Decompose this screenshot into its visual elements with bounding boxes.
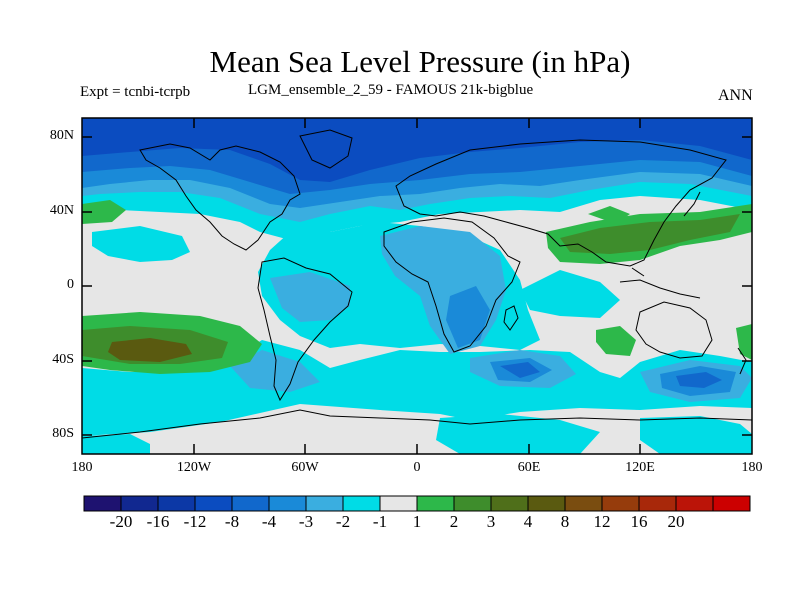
arctic-minus8-core [82, 118, 752, 182]
south-pacific-plus4-region [108, 338, 192, 362]
colorbar-box [527, 495, 566, 512]
x-tick-label: 180 [741, 460, 763, 475]
coastlines [82, 129, 752, 439]
y-tick-label: 80N [49, 128, 74, 143]
colorbar-label: -2 [335, 512, 351, 531]
pressure-field [82, 118, 752, 454]
colorbar-box [453, 495, 492, 512]
map-ticks [82, 118, 752, 454]
japan-coast [683, 191, 701, 217]
colorbar-label: 8 [560, 512, 570, 531]
colorbar-label: 20 [667, 512, 685, 531]
colorbar-box [120, 495, 159, 512]
x-tick-label: 120E [625, 460, 655, 475]
experiment-label: Expt = tcnbi-tcrpb [80, 84, 191, 100]
y-tick-label: 80S [52, 426, 74, 441]
x-tick-label: 60W [291, 460, 319, 475]
y-tick-label: 0 [67, 277, 74, 292]
colorbar-box [305, 495, 344, 512]
greenland-coast [299, 129, 353, 169]
x-tick-label: 60E [517, 460, 541, 475]
colorbar-box [268, 495, 307, 512]
colorbar-label: 1 [412, 512, 422, 531]
indian-minus1-region [520, 270, 620, 318]
north-pacific-plus1-region [82, 200, 126, 224]
season-label: ANN [718, 87, 753, 104]
x-tick-label: 180 [71, 460, 93, 475]
colorbar-box [416, 495, 455, 512]
colorbar-label: -20 [109, 512, 133, 531]
colorbar-label: -12 [183, 512, 207, 531]
colorbar-box [157, 495, 196, 512]
north-america-coast [139, 143, 301, 251]
colorbar-label: -8 [224, 512, 240, 531]
colorbar-box [231, 495, 270, 512]
south-america-minus2-region [270, 272, 350, 322]
colorbar-label: 4 [523, 512, 533, 531]
new-zealand-coast [737, 347, 747, 375]
pacific-minus1-region [92, 226, 190, 262]
antarctic-minus1-center [436, 414, 600, 454]
colorbar-box [638, 495, 677, 512]
colorbar-box [342, 495, 381, 512]
x-tick-label: 0 [413, 460, 421, 475]
asia-plus3-region [560, 214, 740, 254]
colorbar-label: 2 [449, 512, 459, 531]
colorbar-box [564, 495, 603, 512]
antarctica-coast [82, 409, 752, 439]
colorbar-box [675, 495, 714, 512]
colorbar-box [490, 495, 529, 512]
africa-coast [383, 217, 521, 353]
madagascar-coast [503, 305, 519, 331]
colorbar-box [712, 495, 751, 512]
indian-minus4-region [500, 362, 540, 378]
colorbar-label: 16 [630, 512, 648, 531]
southeast-asia-islands [619, 267, 701, 299]
tibet-plus1-region [588, 206, 630, 224]
y-tick-label: 40S [52, 352, 74, 367]
australia-plus1-region [596, 326, 636, 356]
colorbar-label: -4 [261, 512, 277, 531]
run-label: LGM_ensemble_2_59 - FAMOUS 21k-bigblue [248, 82, 534, 98]
africa-minus3-region [446, 286, 490, 348]
colorbar-box [194, 495, 233, 512]
antarctic-minus1-east [640, 416, 752, 454]
x-tick-label: 120W [176, 460, 212, 475]
colorbar-label: -16 [146, 512, 170, 531]
y-tick-label: 40N [49, 203, 74, 218]
south-america-coast [257, 257, 353, 402]
colorbar-label: -1 [372, 512, 388, 531]
australia-coast [635, 301, 713, 359]
colorbar-box [379, 495, 418, 512]
colorbar-box [601, 495, 640, 512]
page-title: Mean Sea Level Pressure (in hPa) [209, 44, 631, 79]
antarctic-minus1-west [82, 434, 150, 454]
eurasia-coast [395, 139, 727, 267]
colorbar-label: -3 [298, 512, 314, 531]
colorbar-label: 12 [593, 512, 611, 531]
colorbar-box [83, 495, 122, 512]
colorbar [83, 495, 751, 512]
colorbar-label: 3 [486, 512, 496, 531]
australia-south-minus4-region [676, 372, 722, 388]
